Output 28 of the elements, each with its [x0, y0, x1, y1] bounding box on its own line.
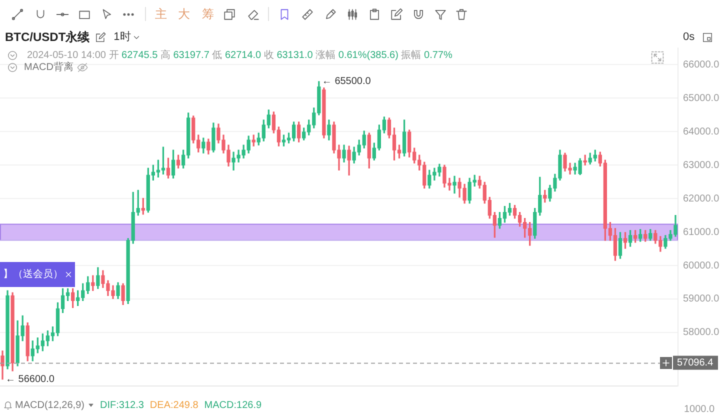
y-tick-label: 63000.0: [683, 160, 720, 171]
text: DEA:249.8: [150, 399, 198, 412]
annotation: 】（送会员）: [3, 268, 63, 282]
annotation: ← 56600.0: [6, 374, 55, 386]
y-tick-label: 58000.0: [683, 327, 720, 338]
y-tick-label: 64000.0: [683, 126, 720, 138]
text: DIF:312.3: [100, 399, 144, 412]
text: 1000.0: [684, 403, 715, 416]
y-tick-label: 60000.0: [683, 260, 720, 272]
y-tick-label: 62000.0: [683, 193, 720, 204]
text: 大: [178, 6, 190, 22]
text: 1时: [114, 30, 131, 45]
ref-line-label: 57096.4: [677, 357, 714, 368]
text: 0s: [683, 30, 695, 45]
y-tick-label: 61000.0: [683, 226, 720, 238]
candlestick: [452, 176, 456, 194]
text: 主: [155, 6, 167, 22]
y-tick-label: 66000.0: [683, 59, 720, 70]
y-tick-label: 59000.0: [683, 294, 720, 305]
text: MACD(12,26,9): [15, 399, 84, 412]
text: 2024-05-10 14:00 开 62745.5 高 63197.7 低 62714.0 收 63131.0 涨幅 0.61%(385.6) 振幅 0.77%: [27, 50, 452, 61]
y-tick-label: 65000.0: [683, 92, 720, 104]
popup-banner: 】（送会员）: [0, 262, 75, 287]
annotation: MACD背离: [24, 61, 74, 74]
text: MACD:126.9: [204, 399, 262, 412]
text: 筹: [202, 6, 214, 22]
chart-title: BTC/USDT永续: [5, 30, 90, 45]
annotation: ← 65500.0: [322, 76, 372, 88]
